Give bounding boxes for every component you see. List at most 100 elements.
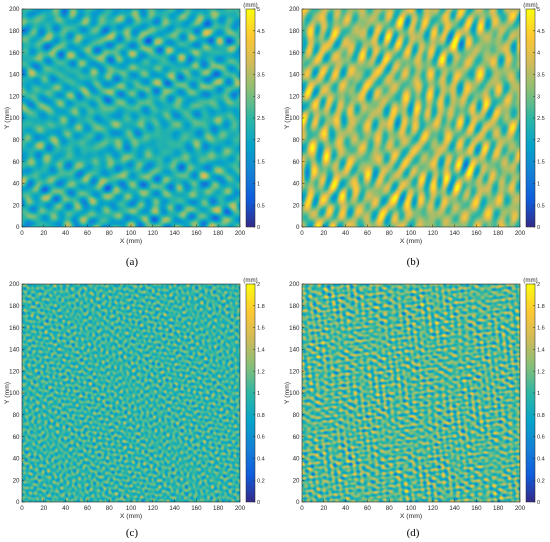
y-tick-label: 180 — [9, 28, 20, 35]
heatmap-image — [302, 284, 520, 502]
x-tick-label: 80 — [386, 230, 393, 237]
x-tick-label: 80 — [106, 505, 113, 512]
x-tick-label: 20 — [320, 505, 327, 512]
y-tick-label: 0 — [296, 499, 300, 506]
y-tick-label: 40 — [13, 181, 20, 188]
colorbar-tick-label: 2 — [537, 282, 540, 288]
y-tick-label: 180 — [289, 303, 300, 310]
y-tick-label: 160 — [289, 325, 300, 332]
colorbar-tick-label: 2 — [257, 138, 260, 144]
colorbar-tick-label: 1 — [537, 391, 540, 397]
x-tick-label: 180 — [213, 505, 224, 512]
colorbar-tick-label: 4 — [257, 51, 260, 57]
colorbar-tick-label: 4 — [537, 51, 540, 57]
x-tick-label: 180 — [493, 505, 504, 512]
colorbar-tick-label: 1.2 — [257, 369, 265, 375]
x-tick-label: 0 — [300, 230, 304, 237]
colorbar-tick-label: 1.8 — [257, 304, 265, 310]
y-tick-label: 0 — [16, 499, 20, 506]
y-tick-label: 120 — [289, 368, 300, 375]
y-tick-label: 80 — [293, 412, 300, 419]
colorbar-tick-label: 0.6 — [537, 435, 545, 441]
colorbar-tick-label: 0 — [257, 500, 260, 506]
x-tick-label: 40 — [342, 230, 349, 237]
heatmap-image — [302, 9, 520, 227]
colorbar-tick-label: 1.6 — [257, 326, 265, 332]
colorbar-tick-label: 1 — [257, 182, 260, 188]
x-tick-label: 40 — [62, 230, 69, 237]
x-tick-label: 0 — [20, 230, 24, 237]
y-tick-label: 140 — [289, 347, 300, 354]
x-tick-label: 200 — [235, 230, 246, 237]
x-tick-label: 120 — [428, 230, 439, 237]
x-tick-label: 180 — [213, 230, 224, 237]
x-tick-label: 20 — [40, 505, 47, 512]
colorbar-tick-label: 5 — [257, 7, 260, 13]
y-tick-label: 140 — [9, 72, 20, 79]
colorbar-unit-label: (mm) — [243, 277, 257, 284]
colorbar-tick-label: 4.5 — [537, 29, 545, 35]
y-tick-label: 100 — [289, 115, 300, 122]
x-tick-label: 20 — [40, 230, 47, 237]
y-tick-label: 20 — [13, 477, 20, 484]
y-tick-label: 40 — [13, 456, 20, 463]
colorbar-tick-label: 2 — [537, 138, 540, 144]
colorbar-tick-label: 3 — [257, 94, 260, 100]
x-tick-label: 20 — [320, 230, 327, 237]
x-tick-label: 40 — [62, 505, 69, 512]
y-tick-label: 200 — [289, 281, 300, 288]
x-axis-label: X (mm) — [400, 513, 422, 520]
colorbar-unit-label: (mm) — [523, 277, 537, 284]
panel-caption-d: (d) — [406, 527, 420, 539]
x-tick-label: 80 — [106, 230, 113, 237]
y-axis-label: Y (mm) — [284, 107, 291, 129]
x-tick-label: 100 — [406, 505, 417, 512]
colorbar-tick-label: 0.4 — [257, 457, 265, 463]
y-tick-label: 20 — [293, 202, 300, 209]
y-tick-label: 80 — [13, 137, 20, 144]
y-axis-label: Y (mm) — [4, 382, 11, 404]
colorbar-tick-label: 1.5 — [257, 160, 265, 166]
colorbar-unit-label: (mm) — [243, 2, 257, 9]
colorbar-tick-label: 2 — [257, 282, 260, 288]
y-tick-label: 160 — [9, 325, 20, 332]
heatmap-panel-1: 0 20 40 60 80 100 120 140 160 180 2000204060801001… — [4, 2, 265, 245]
x-tick-label: 200 — [515, 230, 526, 237]
x-axis-label: X (mm) — [120, 513, 142, 520]
x-tick-label: 140 — [449, 230, 460, 237]
x-tick-label: 60 — [364, 230, 371, 237]
colorbar-tick-label: 3.5 — [257, 73, 265, 79]
x-tick-label: 160 — [191, 505, 202, 512]
colorbar-tick-label: 0.5 — [257, 203, 265, 209]
colorbar-tick-label: 0.5 — [537, 203, 545, 209]
y-tick-label: 40 — [293, 456, 300, 463]
y-axis-label: Y (mm) — [4, 107, 11, 129]
x-tick-label: 120 — [148, 230, 159, 237]
colorbar-tick-label: 0.2 — [257, 478, 265, 484]
y-tick-label: 200 — [9, 281, 20, 288]
colorbar-tick-label: 1 — [257, 391, 260, 397]
x-tick-label: 80 — [386, 505, 393, 512]
y-tick-label: 60 — [13, 159, 20, 166]
x-tick-label: 0 — [20, 505, 24, 512]
x-tick-label: 140 — [449, 505, 460, 512]
colorbar-tick-label: 1.4 — [257, 348, 265, 354]
colorbar-tick-label: 0 — [537, 225, 540, 231]
y-tick-label: 120 — [9, 93, 20, 100]
colorbar-tick-label: 0.6 — [257, 435, 265, 441]
x-tick-label: 160 — [191, 230, 202, 237]
y-tick-label: 180 — [289, 28, 300, 35]
y-tick-label: 80 — [13, 412, 20, 419]
colorbar-tick-label: 0.8 — [257, 413, 265, 419]
x-tick-label: 100 — [406, 230, 417, 237]
y-tick-label: 20 — [13, 202, 20, 209]
colorbar-tick-label: 1.5 — [537, 160, 545, 166]
y-tick-label: 100 — [9, 390, 20, 397]
y-tick-label: 80 — [293, 137, 300, 144]
heatmap-image — [22, 9, 240, 227]
heatmap-panel-4: 0 20 40 60 80 100 120 140 160 180 2000204060801001… — [284, 277, 545, 520]
y-tick-label: 140 — [9, 347, 20, 354]
x-tick-label: 200 — [515, 505, 526, 512]
colorbar-tick-label: 1.4 — [537, 348, 545, 354]
colorbar-tick-label: 1 — [537, 182, 540, 188]
